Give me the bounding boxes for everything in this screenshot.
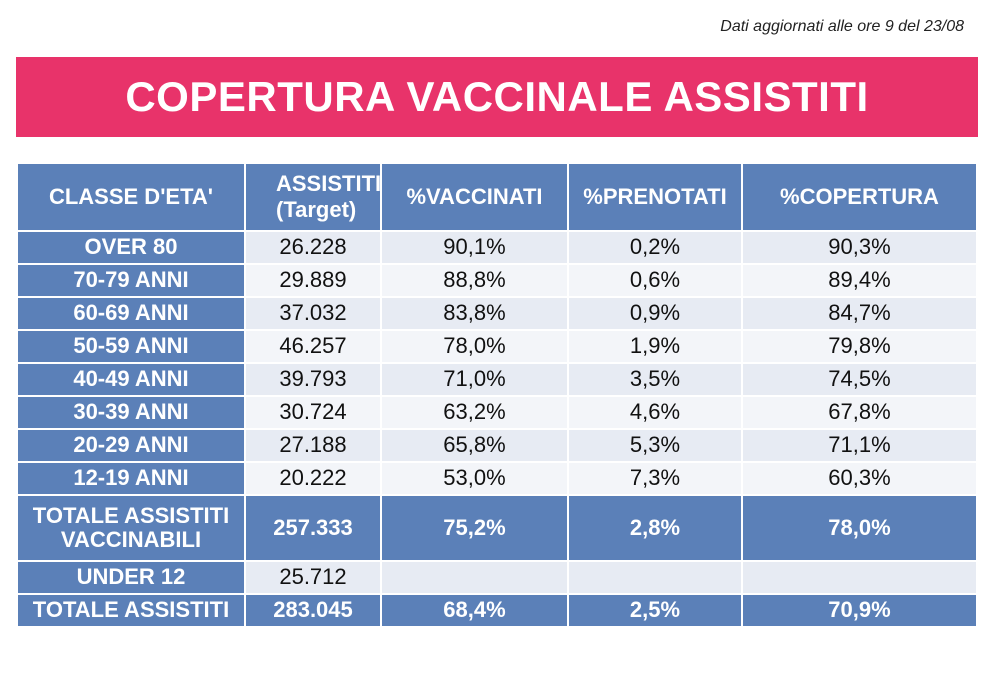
- cell-vaccinati: 68,4%: [380, 593, 569, 628]
- table-row: 60-69 ANNI 37.032 83,8% 0,9% 84,7%: [16, 296, 978, 331]
- page-title: COPERTURA VACCINALE ASSISTITI: [125, 73, 869, 120]
- cell-vaccinati: [380, 560, 569, 595]
- cell-vaccinati: 53,0%: [380, 461, 569, 496]
- cell-prenotati: 0,2%: [567, 230, 743, 265]
- cell-copertura: 84,7%: [741, 296, 978, 331]
- cell-copertura: 74,5%: [741, 362, 978, 397]
- cell-copertura: 78,0%: [741, 494, 978, 562]
- cell-assistiti: 283.045: [244, 593, 382, 628]
- cell-classe: OVER 80: [16, 230, 246, 265]
- cell-vaccinati: 78,0%: [380, 329, 569, 364]
- cell-classe: 20-29 ANNI: [16, 428, 246, 463]
- cell-prenotati: [567, 560, 743, 595]
- cell-vaccinati: 83,8%: [380, 296, 569, 331]
- cell-assistiti: 30.724: [244, 395, 382, 430]
- cell-copertura: [741, 560, 978, 595]
- cell-copertura: 60,3%: [741, 461, 978, 496]
- cell-classe: 50-59 ANNI: [16, 329, 246, 364]
- cell-prenotati: 0,6%: [567, 263, 743, 298]
- cell-assistiti: 20.222: [244, 461, 382, 496]
- cell-copertura: 89,4%: [741, 263, 978, 298]
- cell-prenotati: 0,9%: [567, 296, 743, 331]
- cell-vaccinati: 88,8%: [380, 263, 569, 298]
- cell-classe: 30-39 ANNI: [16, 395, 246, 430]
- cell-classe: 60-69 ANNI: [16, 296, 246, 331]
- cell-vaccinati: 63,2%: [380, 395, 569, 430]
- update-note: Dati aggiornati alle ore 9 del 23/08: [720, 18, 964, 35]
- cell-prenotati: 2,5%: [567, 593, 743, 628]
- table-body: OVER 80 26.228 90,1% 0,2% 90,3% 70-79 ANNI 29.…: [16, 230, 978, 628]
- cell-classe: 70-79 ANNI: [16, 263, 246, 298]
- total-vaccinabili-row: TOTALE ASSISTITI VACCINABILI 257.333 75,2%…: [16, 494, 978, 562]
- cell-assistiti: 257.333: [244, 494, 382, 562]
- cell-prenotati: 4,6%: [567, 395, 743, 430]
- cell-copertura: 79,8%: [741, 329, 978, 364]
- table-header-row: CLASSE D'ETA' ASSISTITI (Target) %VACCIN…: [16, 162, 978, 232]
- table-row: 70-79 ANNI 29.889 88,8% 0,6% 89,4%: [16, 263, 978, 298]
- cell-classe: UNDER 12: [16, 560, 246, 595]
- table-row: 20-29 ANNI 27.188 65,8% 5,3% 71,1%: [16, 428, 978, 463]
- under-12-row: UNDER 12 25.712: [16, 560, 978, 595]
- cell-assistiti: 37.032: [244, 296, 382, 331]
- cell-prenotati: 5,3%: [567, 428, 743, 463]
- cell-classe: TOTALE ASSISTITI: [16, 593, 246, 628]
- table-row: OVER 80 26.228 90,1% 0,2% 90,3%: [16, 230, 978, 265]
- cell-classe: 40-49 ANNI: [16, 362, 246, 397]
- cell-classe: TOTALE ASSISTITI VACCINABILI: [16, 494, 246, 562]
- header-vaccinati: %VACCINATI: [380, 162, 569, 232]
- cell-vaccinati: 75,2%: [380, 494, 569, 562]
- table-row: 40-49 ANNI 39.793 71,0% 3,5% 74,5%: [16, 362, 978, 397]
- cell-classe: 12-19 ANNI: [16, 461, 246, 496]
- cell-assistiti: 27.188: [244, 428, 382, 463]
- cell-assistiti: 25.712: [244, 560, 382, 595]
- total-assistiti-row: TOTALE ASSISTITI 283.045 68,4% 2,5% 70,9%: [16, 593, 978, 628]
- cell-prenotati: 1,9%: [567, 329, 743, 364]
- cell-prenotati: 2,8%: [567, 494, 743, 562]
- cell-vaccinati: 71,0%: [380, 362, 569, 397]
- table-row: 50-59 ANNI 46.257 78,0% 1,9% 79,8%: [16, 329, 978, 364]
- header-prenotati: %PRENOTATI: [567, 162, 743, 232]
- cell-assistiti: 46.257: [244, 329, 382, 364]
- table-row: 30-39 ANNI 30.724 63,2% 4,6% 67,8%: [16, 395, 978, 430]
- cell-assistiti: 39.793: [244, 362, 382, 397]
- cell-copertura: 90,3%: [741, 230, 978, 265]
- cell-prenotati: 3,5%: [567, 362, 743, 397]
- header-classe-eta: CLASSE D'ETA': [16, 162, 246, 232]
- vaccination-coverage-table: CLASSE D'ETA' ASSISTITI (Target) %VACCIN…: [16, 162, 978, 628]
- cell-assistiti: 26.228: [244, 230, 382, 265]
- header-assistiti: ASSISTITI (Target): [244, 162, 382, 232]
- cell-copertura: 71,1%: [741, 428, 978, 463]
- cell-copertura: 70,9%: [741, 593, 978, 628]
- header-copertura: %COPERTURA: [741, 162, 978, 232]
- table-row: 12-19 ANNI 20.222 53,0% 7,3% 60,3%: [16, 461, 978, 496]
- cell-prenotati: 7,3%: [567, 461, 743, 496]
- cell-vaccinati: 65,8%: [380, 428, 569, 463]
- title-banner: COPERTURA VACCINALE ASSISTITI: [16, 57, 978, 137]
- cell-copertura: 67,8%: [741, 395, 978, 430]
- cell-assistiti: 29.889: [244, 263, 382, 298]
- cell-vaccinati: 90,1%: [380, 230, 569, 265]
